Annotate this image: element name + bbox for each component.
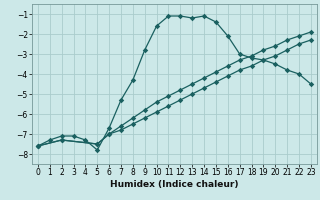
X-axis label: Humidex (Indice chaleur): Humidex (Indice chaleur) — [110, 180, 239, 189]
